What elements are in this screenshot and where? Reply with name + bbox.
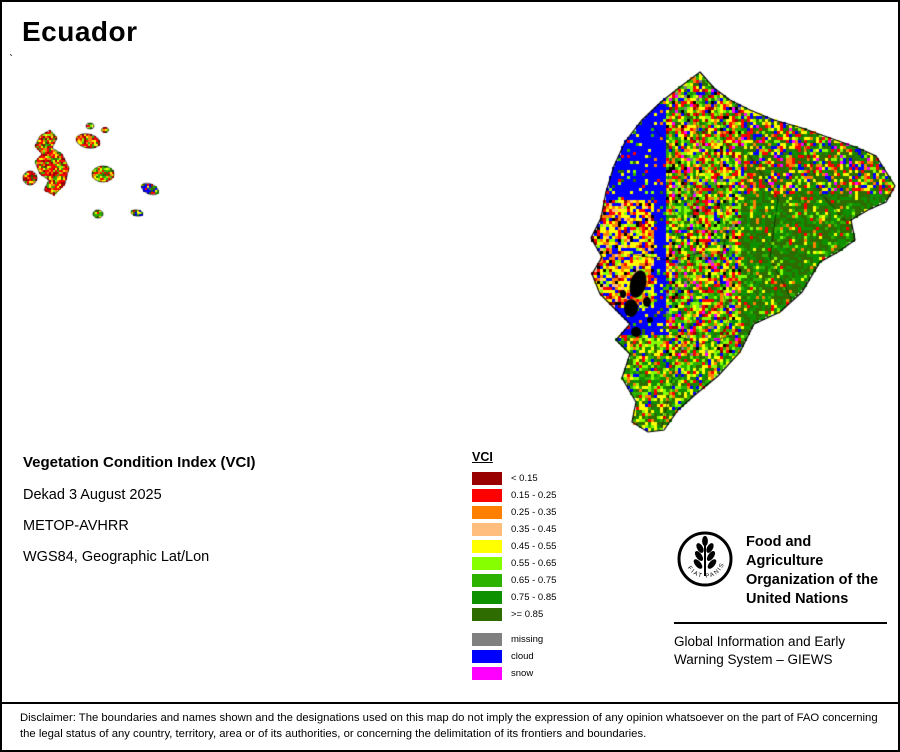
legend-swatch bbox=[472, 608, 502, 621]
legend-swatch bbox=[472, 540, 502, 553]
legend-swatch bbox=[472, 667, 502, 680]
legend-row: 0.75 - 0.85 bbox=[472, 591, 556, 604]
legend-swatch bbox=[472, 472, 502, 485]
dekad-label: Dekad 3 August 2025 bbox=[23, 487, 162, 503]
legend-label: snow bbox=[511, 668, 534, 679]
legend-row: missing bbox=[472, 633, 556, 646]
legend-label: < 0.15 bbox=[511, 473, 538, 484]
legend-row: < 0.15 bbox=[472, 472, 556, 485]
projection-label: WGS84, Geographic Lat/Lon bbox=[23, 549, 210, 565]
legend-row: 0.15 - 0.25 bbox=[472, 489, 556, 502]
legend-swatch bbox=[472, 574, 502, 587]
legend-label: 0.45 - 0.55 bbox=[511, 541, 557, 552]
legend-swatch bbox=[472, 591, 502, 604]
legend-swatch bbox=[472, 650, 502, 663]
legend-swatch bbox=[472, 633, 502, 646]
legend-label: 0.55 - 0.65 bbox=[511, 558, 557, 569]
legend-label: >= 0.85 bbox=[511, 609, 544, 620]
legend-label: 0.15 - 0.25 bbox=[511, 490, 557, 501]
legend-row: 0.45 - 0.55 bbox=[472, 540, 556, 553]
legend-row: 0.65 - 0.75 bbox=[472, 574, 556, 587]
legend-row: 0.25 - 0.35 bbox=[472, 506, 556, 519]
legend-class-list: < 0.15 0.15 - 0.25 0.25 - 0.35 0.35 - 0.45 0… bbox=[472, 472, 556, 621]
fao-block: FIAT PANIS Food and Agriculture Organiza… bbox=[674, 526, 889, 670]
legend-swatch bbox=[472, 506, 502, 519]
disclaimer-text: Disclaimer: The boundaries and names sho… bbox=[20, 712, 878, 740]
legend-label: cloud bbox=[511, 651, 534, 662]
fao-motto-text: FIAT PANIS bbox=[686, 562, 726, 580]
legend-title: VCI bbox=[472, 450, 493, 464]
legend-label: 0.25 - 0.35 bbox=[511, 507, 557, 518]
disclaimer-divider bbox=[2, 702, 898, 704]
giews-label: Global Information and Early Warning Sys… bbox=[674, 633, 846, 668]
legend-label: 0.75 - 0.85 bbox=[511, 592, 557, 603]
legend-swatch bbox=[472, 557, 502, 570]
legend-label: missing bbox=[511, 634, 544, 645]
legend-swatch bbox=[472, 523, 502, 536]
legend-extra-list: missing cloud snow bbox=[472, 633, 556, 680]
legend-label: 0.35 - 0.45 bbox=[511, 524, 557, 535]
sensor-label: METOP-AVHRR bbox=[23, 518, 129, 534]
fao-org-name: Food and Agriculture Organization of the… bbox=[746, 534, 879, 608]
fao-logo-icon: FIAT PANIS bbox=[677, 531, 733, 587]
legend-row: snow bbox=[472, 667, 556, 680]
fao-row: FIAT PANIS Food and Agriculture Organiza… bbox=[674, 526, 889, 610]
legend-row: 0.35 - 0.45 bbox=[472, 523, 556, 536]
stray-mark: ` bbox=[9, 52, 13, 66]
legend-row: 0.55 - 0.65 bbox=[472, 557, 556, 570]
legend-swatch bbox=[472, 489, 502, 502]
legend-label: 0.65 - 0.75 bbox=[511, 575, 557, 586]
country-title: Ecuador bbox=[22, 16, 138, 47]
fao-divider bbox=[674, 621, 887, 624]
vci-legend: VCI < 0.15 0.15 - 0.25 0.25 - 0.35 0.35 - 0… bbox=[472, 450, 556, 684]
legend-row: cloud bbox=[472, 650, 556, 663]
legend-row: >= 0.85 bbox=[472, 608, 556, 621]
map-metadata: Vegetation Condition Index (VCI) Dekad 3… bbox=[23, 454, 256, 580]
product-name: Vegetation Condition Index (VCI) bbox=[23, 454, 256, 471]
